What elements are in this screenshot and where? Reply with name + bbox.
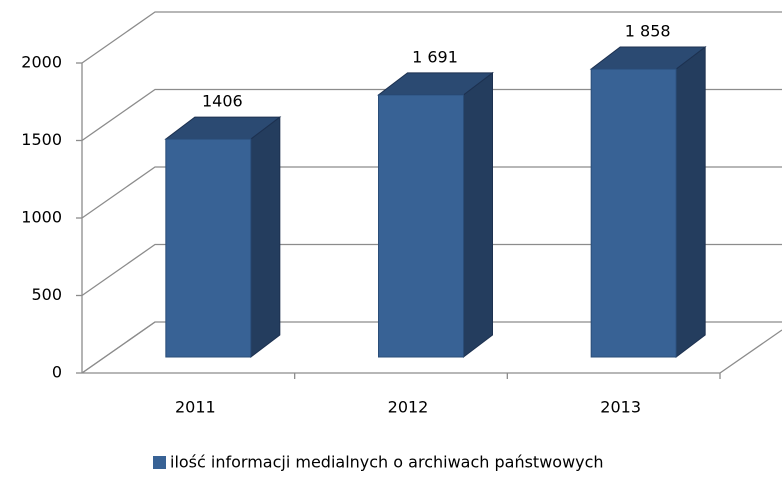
value-label: 1 691 [412, 47, 458, 66]
bar [165, 138, 252, 358]
y-tick-label: 0 [52, 363, 62, 382]
bar-side [463, 71, 493, 359]
legend-label: ilość informacji medialnych o archiwach … [170, 453, 604, 472]
grid-line [81, 11, 782, 64]
grid-line [81, 88, 782, 142]
y-tick-label: 1500 [21, 130, 62, 149]
value-label: 1 858 [625, 22, 671, 41]
grid-line [81, 321, 782, 374]
bar-side [675, 46, 706, 359]
x-tick-label: 2013 [600, 398, 641, 417]
y-tick-label: 1000 [21, 208, 62, 227]
y-tick-label: 2000 [21, 53, 62, 72]
grid-line [81, 166, 782, 219]
grid-line [81, 243, 782, 297]
y-tick-label: 500 [31, 285, 62, 304]
legend-swatch [153, 456, 166, 469]
x-tick-label: 2011 [175, 398, 216, 417]
value-label: 1406 [202, 92, 243, 111]
x-tick-label: 2012 [388, 398, 429, 417]
bar [590, 68, 677, 358]
bar [378, 94, 464, 358]
bar-side [250, 116, 281, 359]
